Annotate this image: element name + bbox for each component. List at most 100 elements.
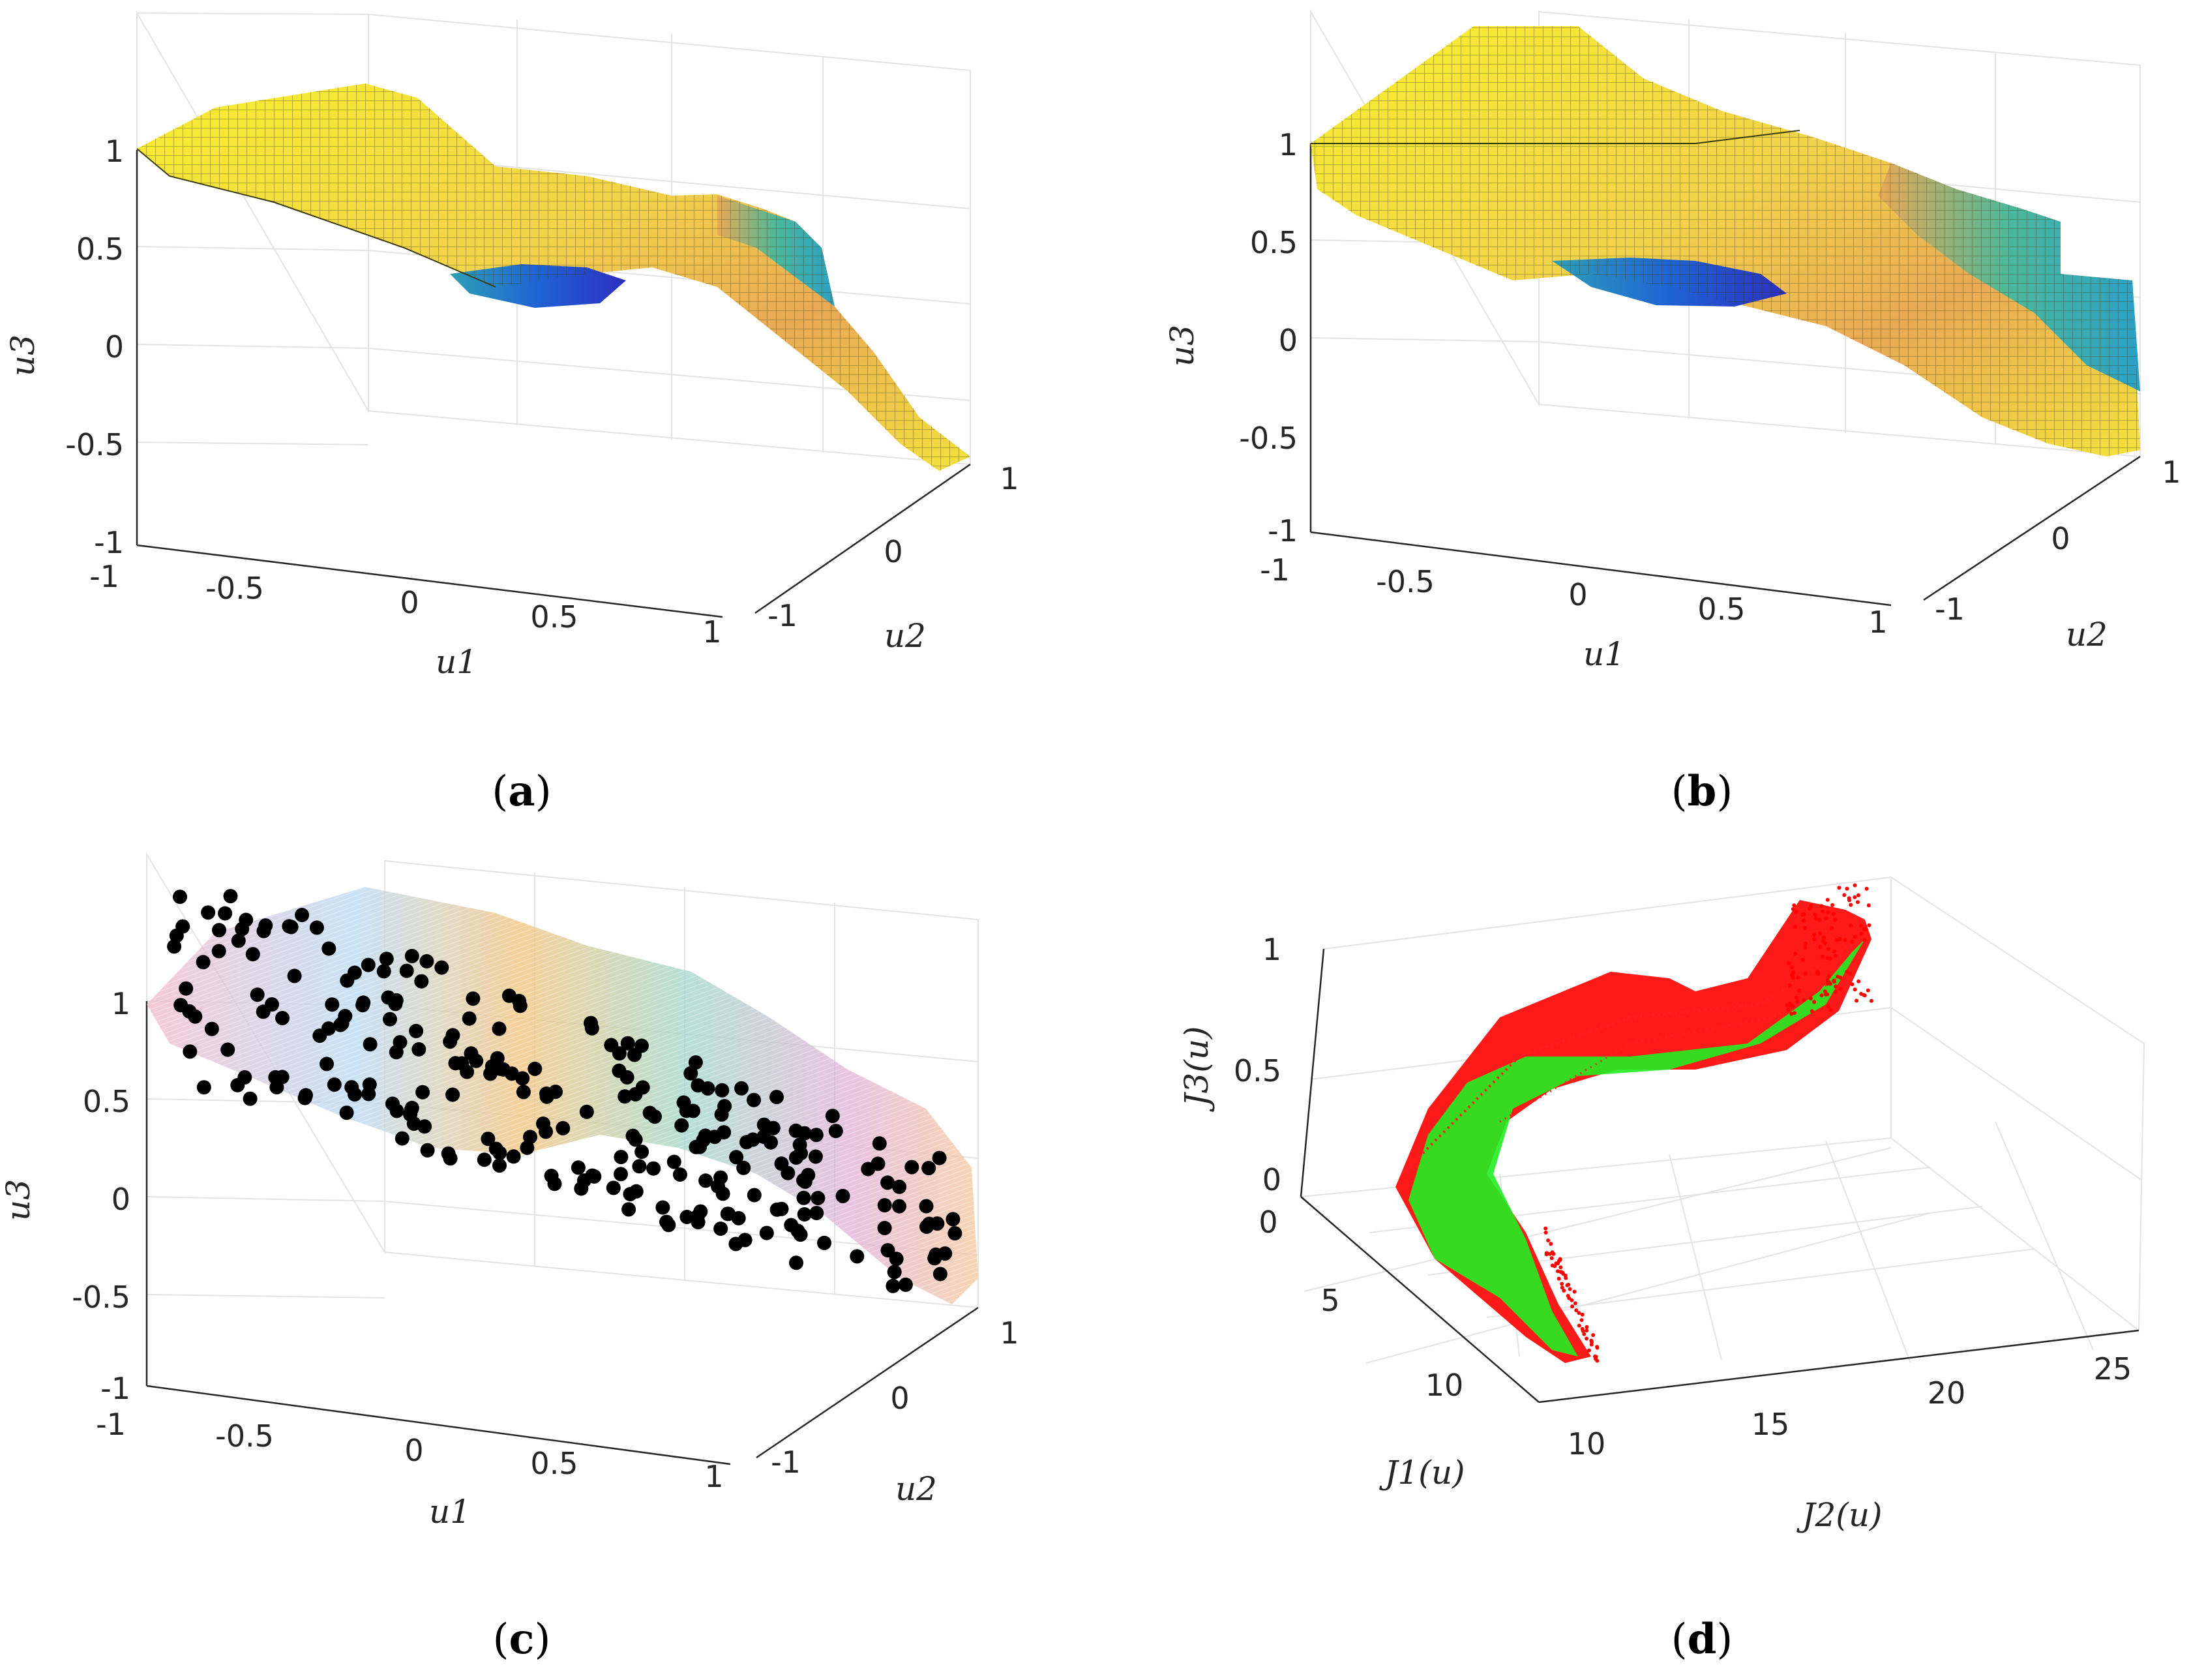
sample-point xyxy=(938,1246,953,1261)
sample-point xyxy=(729,1150,744,1165)
front-point xyxy=(1825,956,1830,961)
front-point xyxy=(1553,1264,1557,1268)
front-point xyxy=(1791,970,1795,974)
sample-point xyxy=(483,1066,498,1081)
tick: 25 xyxy=(2094,1351,2132,1387)
tick: 0 xyxy=(890,1381,909,1416)
front-point xyxy=(1793,952,1798,956)
front-point xyxy=(1856,900,1860,905)
sample-point xyxy=(898,1277,913,1292)
front-point xyxy=(1842,893,1847,897)
tick: 10 xyxy=(1425,1368,1464,1403)
tick: 20 xyxy=(1928,1375,1966,1411)
front-point xyxy=(1585,1325,1589,1329)
tick: 0.5 xyxy=(1250,225,1298,260)
front-point xyxy=(1568,1287,1572,1291)
sample-point xyxy=(689,1139,704,1154)
front-point xyxy=(1589,1338,1594,1343)
sample-point xyxy=(904,1160,919,1175)
sample-point xyxy=(717,1099,732,1114)
front-point xyxy=(1786,1008,1791,1012)
front-point xyxy=(1812,937,1816,941)
panel-b-surface xyxy=(1311,26,2140,457)
tick: -1 xyxy=(771,1445,801,1480)
sample-point xyxy=(623,1187,638,1201)
front-point xyxy=(1856,893,1860,897)
front-point xyxy=(1809,903,1813,908)
front-point xyxy=(1821,909,1825,914)
tick: 0 xyxy=(1259,1205,1277,1240)
sample-point xyxy=(548,1085,563,1100)
front-point xyxy=(1591,1333,1596,1338)
sample-point xyxy=(492,1158,507,1173)
front-point xyxy=(1823,941,1827,946)
sample-point xyxy=(325,997,340,1012)
sample-point xyxy=(634,1145,649,1160)
panel-a-z-label: u3 xyxy=(4,335,42,376)
front-point xyxy=(1866,903,1871,908)
front-point xyxy=(1834,984,1838,989)
front-point xyxy=(1556,1269,1560,1274)
sample-point xyxy=(339,1105,354,1120)
sample-point xyxy=(175,919,190,934)
front-point xyxy=(1859,991,1864,996)
panel-d-x-axis xyxy=(1300,1196,1540,1403)
front-point xyxy=(1579,1318,1584,1323)
front-point xyxy=(1826,1004,1830,1009)
tick: 5 xyxy=(1320,1283,1339,1318)
sample-point xyxy=(188,1009,203,1024)
sample-point xyxy=(320,1057,334,1072)
sample-point xyxy=(383,1012,397,1027)
front-point xyxy=(1787,1001,1792,1006)
front-point xyxy=(1869,998,1873,1003)
sample-point xyxy=(256,923,271,938)
sample-point xyxy=(434,960,449,975)
panel-c-y-label: u2 xyxy=(895,1470,937,1508)
front-point xyxy=(1838,937,1842,941)
sample-point xyxy=(265,997,279,1012)
sample-point xyxy=(835,1188,850,1203)
panel-b-x-axis xyxy=(1310,531,1892,607)
front-point xyxy=(1566,1294,1570,1298)
sample-point xyxy=(612,1046,627,1061)
tick: -0.5 xyxy=(205,571,264,606)
panel-c: 1 0.5 0 -0.5 -1 -1 -0.5 0 0.5 1 -1 0 1 u… xyxy=(0,852,1019,1664)
front-point xyxy=(1585,1328,1589,1333)
front-point xyxy=(1581,1328,1585,1333)
tick: 0 xyxy=(1568,577,1587,612)
front-point xyxy=(1834,989,1838,994)
tick: 15 xyxy=(1751,1407,1790,1442)
panel-a-y-label: u2 xyxy=(884,617,926,655)
panel-b: 1 0.5 0 -0.5 -1 -1 -0.5 0 0.5 1 -1 0 1 u… xyxy=(1163,9,2181,816)
sample-point xyxy=(659,1214,674,1229)
sample-point xyxy=(295,908,310,922)
sample-point xyxy=(850,1249,865,1264)
front-point xyxy=(1570,1304,1575,1309)
front-point xyxy=(1577,1311,1581,1315)
sample-point xyxy=(344,1080,359,1095)
sample-point xyxy=(556,1120,571,1135)
sample-point xyxy=(769,1090,784,1105)
tick: -0.5 xyxy=(1376,564,1435,599)
front-point xyxy=(1859,931,1864,936)
sample-point xyxy=(309,920,324,935)
tick: 0.5 xyxy=(76,232,124,267)
sample-point xyxy=(441,1146,456,1161)
sample-point xyxy=(877,1198,892,1213)
front-point xyxy=(1831,912,1836,916)
sample-point xyxy=(646,1161,661,1176)
front-point xyxy=(1862,993,1867,998)
panel-d-y-axis xyxy=(1538,1329,2139,1403)
sample-point xyxy=(275,1011,290,1026)
front-point xyxy=(1543,1231,1548,1235)
front-point xyxy=(1802,998,1806,1002)
front-point xyxy=(1558,1257,1562,1262)
panel-b-caption: (b) xyxy=(1671,767,1733,816)
sample-point xyxy=(736,1160,751,1175)
front-point xyxy=(1856,979,1861,983)
tick: 1 xyxy=(1279,127,1298,162)
sample-point xyxy=(243,1091,258,1106)
front-point xyxy=(1573,1301,1577,1306)
panel-b-y-label: u2 xyxy=(2066,616,2108,653)
tick: 0 xyxy=(400,585,419,620)
